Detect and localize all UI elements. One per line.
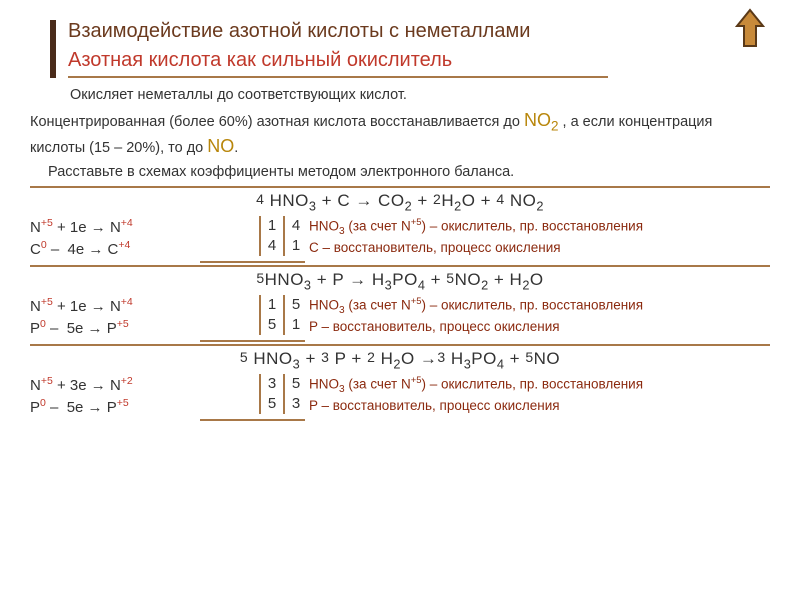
divider-short (200, 419, 305, 421)
vline-icon (283, 216, 285, 256)
divider (30, 265, 770, 267)
ratio-l-3: 35 (265, 374, 279, 415)
desc-2: HNO3 (за счет N+5) – окислитель, пр. вос… (303, 295, 643, 337)
ratio-l-1: 14 (265, 216, 279, 257)
ratio-r-3: 53 (289, 374, 303, 415)
ratio-l-2: 15 (265, 295, 279, 336)
intro2a: Концентрированная (более 60%) азотная ки… (30, 114, 524, 130)
intro-line-1: Окисляет неметаллы до соответствующих ки… (30, 86, 770, 105)
vline-icon (259, 216, 261, 256)
ratio-r-2: 51 (289, 295, 303, 336)
ratio-r-1: 41 (289, 216, 303, 257)
slide-container: Взаимодействие азотной кислоты с неметал… (0, 0, 800, 431)
desc-3: HNO3 (за счет N+5) – окислитель, пр. вос… (303, 374, 643, 416)
balance-3: N+5 + 3e → N+2 P0 – 5e → P+5 35 53 HNO3 … (30, 374, 770, 419)
desc-1: HNO3 (за счет N+5) – окислитель, пр. вос… (303, 216, 643, 258)
half-reactions-1: N+5 + 1e → N+4 C0 – 4e → C+4 (30, 216, 255, 261)
up-arrow-icon[interactable] (735, 8, 765, 48)
no2-label: NO2 (524, 110, 559, 130)
balance-2: N+5 + 1e → N+4 P0 – 5e → P+5 15 51 HNO3 … (30, 295, 770, 340)
title-main: Взаимодействие азотной кислоты с неметал… (68, 20, 770, 43)
title-sub: Азотная кислота как сильный окислитель (68, 49, 608, 78)
divider-short (200, 261, 305, 263)
intro-line-2: Концентрированная (более 60%) азотная ки… (30, 109, 770, 159)
vline-icon (259, 374, 261, 414)
task-text: Расставьте в схемах коэффициенты методом… (30, 164, 770, 180)
vline-icon (283, 295, 285, 335)
divider (30, 344, 770, 346)
half-reactions-2: N+5 + 1e → N+4 P0 – 5e → P+5 (30, 295, 255, 340)
divider (30, 186, 770, 188)
title-block: Взаимодействие азотной кислоты с неметал… (50, 20, 770, 78)
half-reactions-3: N+5 + 3e → N+2 P0 – 5e → P+5 (30, 374, 255, 419)
equation-3: 5 HNO3 + 3 P + 2 H2O →3 H3PO4 + 5NO (30, 349, 770, 371)
equation-1: 4 HNO3 + C → CO2 + 2H2O + 4 NO2 (30, 191, 770, 213)
no-label: NO (207, 136, 234, 156)
balance-1: N+5 + 1e → N+4 C0 – 4e → C+4 14 41 HNO3 … (30, 216, 770, 261)
divider-short (200, 340, 305, 342)
vline-icon (283, 374, 285, 414)
equation-2: 5HNO3 + P → H3PO4 + 5NO2 + H2O (30, 270, 770, 292)
vline-icon (259, 295, 261, 335)
